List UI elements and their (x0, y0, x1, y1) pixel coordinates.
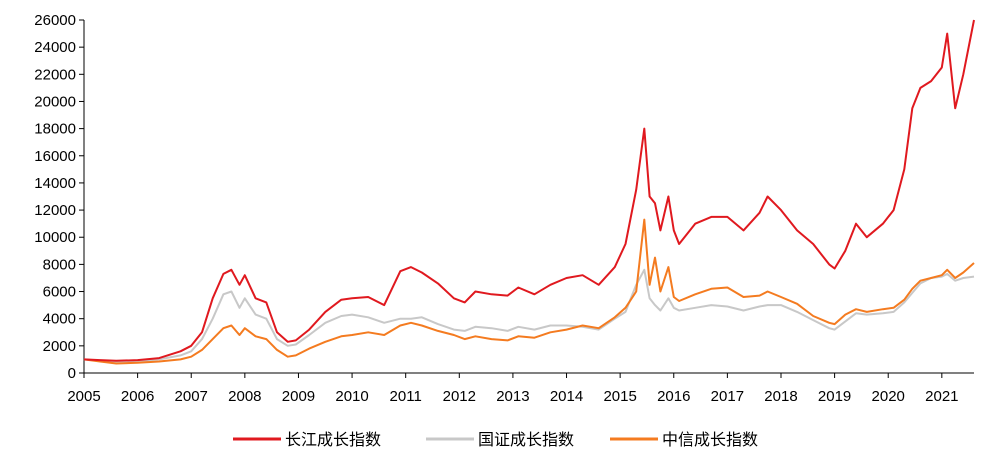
y-tick-label: 20000 (34, 93, 76, 110)
y-tick-label: 26000 (34, 12, 76, 29)
y-tick-label: 18000 (34, 121, 76, 138)
x-tick-label: 2013 (496, 388, 529, 405)
y-tick-label: 2000 (43, 338, 76, 355)
legend: 长江成长指数 国证成长指数 中信成长指数 (233, 430, 758, 449)
x-tick-label: 2015 (603, 388, 636, 405)
series-line-1 (83, 268, 975, 364)
y-tick-label: 0 (68, 365, 76, 382)
y-tick-label: 10000 (34, 229, 76, 246)
series-line-0 (83, 19, 975, 362)
x-tick-label: 2011 (390, 388, 422, 405)
x-tick-label: 2008 (228, 388, 261, 405)
x-tick-label: 2014 (550, 388, 583, 405)
x-tick-label: 2019 (818, 388, 851, 405)
legend-label-0: 长江成长指数 (285, 430, 381, 449)
y-tick-label: 4000 (43, 311, 76, 328)
series-line-2 (83, 218, 975, 365)
legend-label-2: 中信成长指数 (662, 430, 758, 449)
x-tick-label: 2007 (175, 388, 208, 405)
y-tick-label: 8000 (43, 256, 76, 273)
x-tick-label: 2021 (925, 388, 958, 405)
y-axis: 0 2000 4000 6000 8000 10000 12000 14000 16000 180… (34, 12, 85, 382)
y-tick-label: 12000 (34, 202, 76, 219)
x-tick-label: 2018 (764, 388, 797, 405)
legend-label-1: 国证成长指数 (478, 430, 574, 449)
y-tick-label: 6000 (43, 284, 76, 301)
y-tick-label: 14000 (34, 175, 76, 192)
x-tick-label: 2016 (657, 388, 690, 405)
y-tick-label: 22000 (34, 66, 76, 83)
x-axis: 2005 2006 2007 2008 2009 2010 2011 2012 2013 2014… (67, 372, 974, 405)
x-tick-label: 2017 (711, 388, 744, 405)
x-tick-label: 2020 (872, 388, 905, 405)
x-tick-label: 2010 (335, 388, 368, 405)
x-tick-label: 2006 (121, 388, 154, 405)
y-tick-label: 24000 (34, 39, 76, 56)
x-tick-label: 2012 (443, 388, 476, 405)
x-tick-label: 2009 (282, 388, 315, 405)
x-tick-label: 2005 (67, 388, 100, 405)
series-layer (83, 19, 975, 365)
y-tick-label: 16000 (34, 148, 76, 165)
